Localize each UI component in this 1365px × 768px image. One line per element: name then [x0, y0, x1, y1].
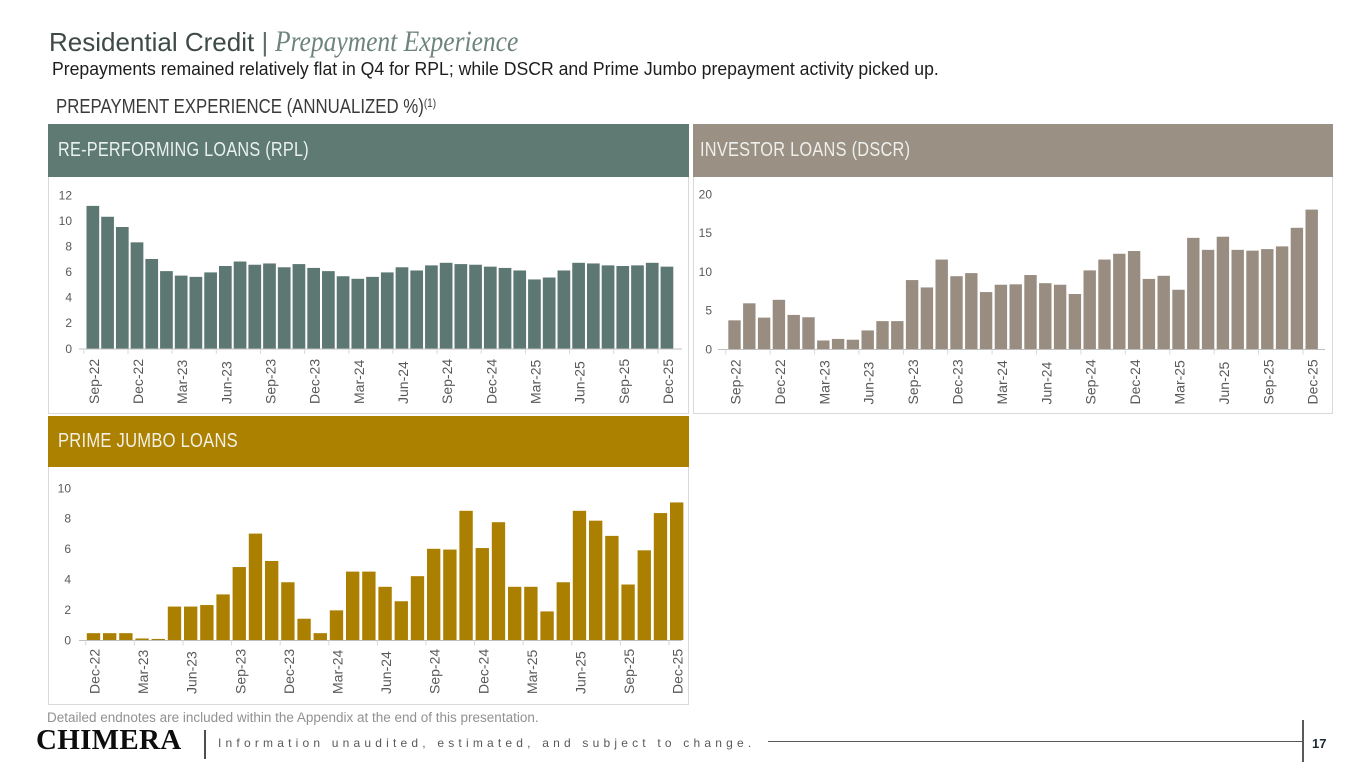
svg-text:Sep-22: Sep-22 [86, 359, 102, 404]
svg-text:6: 6 [64, 542, 71, 556]
svg-text:4: 4 [65, 291, 72, 305]
svg-text:4: 4 [64, 573, 71, 587]
svg-text:8: 8 [64, 512, 71, 526]
svg-text:Sep-25: Sep-25 [621, 649, 637, 694]
svg-text:6: 6 [65, 265, 72, 279]
svg-text:Dec-24: Dec-24 [1127, 359, 1143, 404]
svg-text:8: 8 [65, 240, 72, 254]
svg-text:Dec-22: Dec-22 [772, 359, 788, 404]
svg-text:0: 0 [64, 633, 71, 647]
svg-text:10: 10 [58, 481, 72, 495]
svg-text:Dec-24: Dec-24 [475, 649, 491, 694]
svg-text:Jun-24: Jun-24 [1038, 361, 1054, 404]
svg-text:Sep-24: Sep-24 [439, 359, 455, 404]
svg-text:Jun-25: Jun-25 [572, 361, 588, 404]
svg-text:Sep-23: Sep-23 [263, 359, 279, 404]
svg-text:10: 10 [699, 265, 713, 279]
svg-text:Mar-24: Mar-24 [351, 359, 367, 404]
svg-text:Sep-25: Sep-25 [1260, 359, 1276, 404]
svg-text:Mar-23: Mar-23 [816, 360, 832, 405]
svg-text:Mar-25: Mar-25 [528, 359, 544, 404]
svg-text:Sep-23: Sep-23 [232, 649, 248, 694]
svg-text:Dec-23: Dec-23 [281, 649, 297, 694]
svg-text:Sep-23: Sep-23 [905, 359, 921, 404]
svg-text:Jun-23: Jun-23 [218, 361, 234, 404]
svg-text:Dec-25: Dec-25 [670, 649, 686, 694]
svg-text:Dec-23: Dec-23 [307, 359, 323, 404]
svg-text:Dec-24: Dec-24 [483, 359, 499, 404]
svg-text:Mar-25: Mar-25 [1172, 360, 1188, 405]
svg-text:12: 12 [59, 188, 73, 202]
svg-text:2: 2 [64, 603, 71, 617]
svg-text:Mar-24: Mar-24 [330, 649, 346, 694]
svg-text:Dec-25: Dec-25 [660, 359, 676, 404]
svg-text:0: 0 [705, 342, 712, 356]
svg-text:0: 0 [65, 342, 72, 356]
svg-text:Sep-22: Sep-22 [728, 359, 744, 404]
svg-text:2: 2 [65, 316, 72, 330]
svg-text:5: 5 [705, 304, 712, 318]
svg-text:20: 20 [699, 187, 713, 201]
svg-text:Jun-23: Jun-23 [861, 361, 877, 404]
svg-text:Jun-25: Jun-25 [1216, 361, 1232, 404]
svg-text:Dec-23: Dec-23 [950, 359, 966, 404]
svg-text:Jun-24: Jun-24 [378, 651, 394, 694]
svg-text:Dec-22: Dec-22 [87, 649, 103, 694]
svg-text:Mar-23: Mar-23 [174, 359, 190, 404]
svg-text:Mar-23: Mar-23 [135, 649, 151, 694]
svg-text:Jun-23: Jun-23 [184, 651, 200, 694]
svg-text:15: 15 [699, 226, 713, 240]
svg-text:Sep-24: Sep-24 [1083, 359, 1099, 404]
svg-text:Jun-24: Jun-24 [395, 361, 411, 404]
svg-text:Sep-24: Sep-24 [427, 649, 443, 694]
svg-text:Mar-24: Mar-24 [994, 360, 1010, 405]
svg-text:10: 10 [59, 214, 73, 228]
svg-text:Mar-25: Mar-25 [524, 649, 540, 694]
svg-text:Sep-25: Sep-25 [616, 359, 632, 404]
svg-text:Dec-22: Dec-22 [130, 359, 146, 404]
svg-text:Jun-25: Jun-25 [573, 651, 589, 694]
svg-text:Dec-25: Dec-25 [1305, 359, 1321, 404]
